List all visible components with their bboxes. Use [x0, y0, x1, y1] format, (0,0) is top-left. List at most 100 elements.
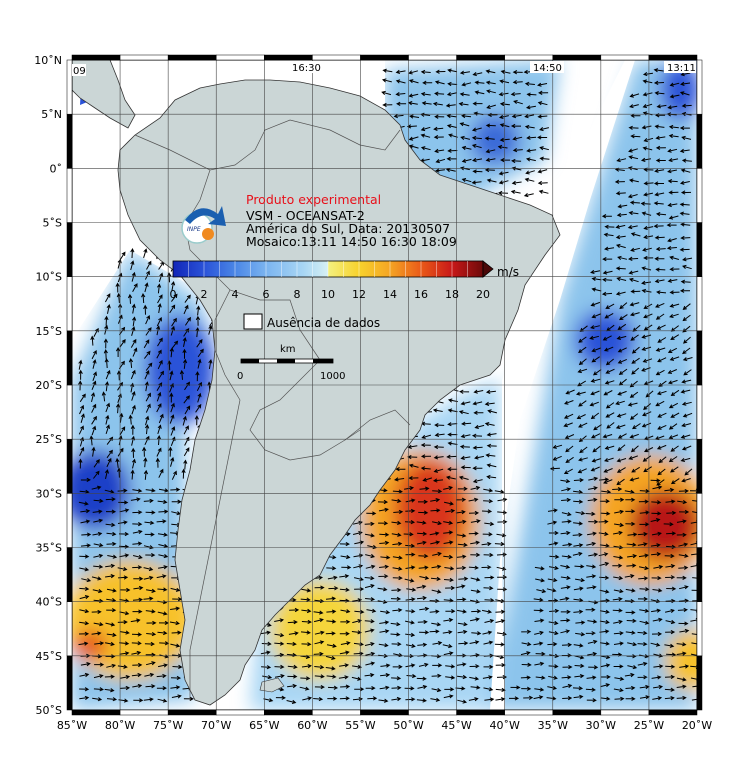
- wind-arrow: [105, 509, 117, 514]
- lon-tick-label: 85˚W: [57, 719, 87, 732]
- wind-arrow: [617, 433, 627, 439]
- wind-arrow: [434, 148, 445, 154]
- wind-arrow: [156, 349, 162, 359]
- wind-arrow: [433, 126, 444, 131]
- wind-arrow: [579, 446, 588, 454]
- wind-arrow: [274, 618, 285, 623]
- wind-arrow: [680, 434, 691, 439]
- wind-arrow: [379, 620, 390, 625]
- wind-arrow: [314, 674, 325, 679]
- wind-arrow: [638, 499, 649, 504]
- wind-arrow: [105, 654, 116, 659]
- wind-arrow: [157, 337, 163, 347]
- wind-arrow: [433, 455, 444, 460]
- wind-arrow: [93, 598, 104, 603]
- wind-arrow: [599, 543, 610, 548]
- wind-arrow: [446, 156, 457, 161]
- wind-arrow: [392, 566, 403, 571]
- wind-arrow: [468, 697, 479, 702]
- wind-arrow: [326, 643, 337, 648]
- wind-arrow: [574, 655, 585, 660]
- wind-arrow: [395, 466, 406, 472]
- wind-arrow: [158, 565, 168, 570]
- wind-arrow: [445, 475, 456, 480]
- wind-arrow: [656, 444, 667, 450]
- wind-arrow: [642, 247, 652, 252]
- wind-arrow: [539, 156, 550, 161]
- wind-arrow: [130, 338, 137, 348]
- wind-arrow: [655, 212, 667, 217]
- colorbar-tick-label: 20: [476, 288, 490, 301]
- wind-arrow: [605, 303, 615, 309]
- wind-arrow: [600, 683, 611, 688]
- wind-arrow: [560, 564, 571, 569]
- wind-arrow: [183, 304, 189, 315]
- wind-arrow: [668, 158, 679, 163]
- wind-arrow: [655, 302, 665, 308]
- wind-arrow: [601, 291, 613, 296]
- wind-arrow: [433, 468, 444, 473]
- wind-arrow: [669, 255, 680, 260]
- wind-arrow: [79, 489, 90, 494]
- wind-arrow: [447, 432, 458, 437]
- wind-arrow: [156, 382, 163, 391]
- wind-arrow: [470, 485, 481, 491]
- wind-arrow: [681, 445, 692, 451]
- wind-arrow: [537, 101, 548, 106]
- wind-arrow: [119, 685, 131, 691]
- wind-arrow: [680, 279, 691, 284]
- wind-arrow: [104, 641, 115, 646]
- wind-arrow: [498, 92, 509, 97]
- wind-arrow: [131, 632, 143, 637]
- wind-arrow: [666, 510, 677, 516]
- wind-arrow: [435, 158, 446, 164]
- wind-arrow: [404, 519, 416, 525]
- wind-arrow: [613, 555, 624, 560]
- wind-arrow: [651, 500, 662, 505]
- wind-arrow: [665, 619, 676, 625]
- wind-arrow: [420, 454, 432, 459]
- wind-arrow: [131, 391, 136, 401]
- frame-band-bottom: [264, 709, 313, 716]
- wind-arrow: [157, 587, 168, 592]
- wind-arrow: [563, 413, 574, 419]
- wind-arrow: [339, 663, 350, 668]
- wind-arrow: [606, 422, 615, 429]
- wind-arrow: [80, 509, 91, 514]
- wind-arrow: [419, 575, 430, 580]
- wind-arrow: [408, 475, 419, 481]
- wind-arrow: [573, 543, 584, 548]
- wind-arrow: [286, 641, 297, 647]
- wind-arrow: [613, 688, 624, 693]
- wind-arrow: [144, 270, 150, 280]
- wind-arrow: [590, 433, 601, 439]
- wind-arrow: [616, 458, 627, 463]
- wind-arrow: [560, 618, 571, 623]
- wind-arrow: [391, 696, 402, 702]
- wind-arrow: [328, 586, 339, 591]
- wind-arrow: [339, 696, 350, 701]
- wind-arrow: [300, 597, 311, 602]
- wind-arrow: [666, 222, 677, 228]
- wind-arrow: [605, 358, 615, 366]
- wind-arrow: [598, 531, 609, 536]
- wind-arrow: [538, 189, 549, 194]
- wind-arrow: [643, 313, 653, 319]
- wind-arrow: [669, 267, 680, 272]
- wind-arrow: [195, 315, 201, 326]
- wind-arrow: [604, 380, 615, 385]
- wind-arrow: [654, 256, 665, 261]
- wind-arrow: [642, 455, 652, 462]
- wind-arrow: [445, 585, 456, 591]
- wind-arrow: [683, 369, 692, 376]
- wind-arrow: [472, 72, 483, 77]
- wind-arrow: [640, 157, 651, 162]
- wind-arrow: [104, 688, 115, 693]
- wind-arrow: [432, 489, 443, 494]
- wind-arrow: [642, 146, 653, 151]
- lat-tick-label: 5˚S: [43, 217, 62, 230]
- frame-band-bottom: [408, 709, 457, 716]
- wind-arrow: [690, 618, 697, 623]
- pass-label-1: 16:30: [292, 63, 321, 74]
- wind-arrow: [394, 477, 405, 482]
